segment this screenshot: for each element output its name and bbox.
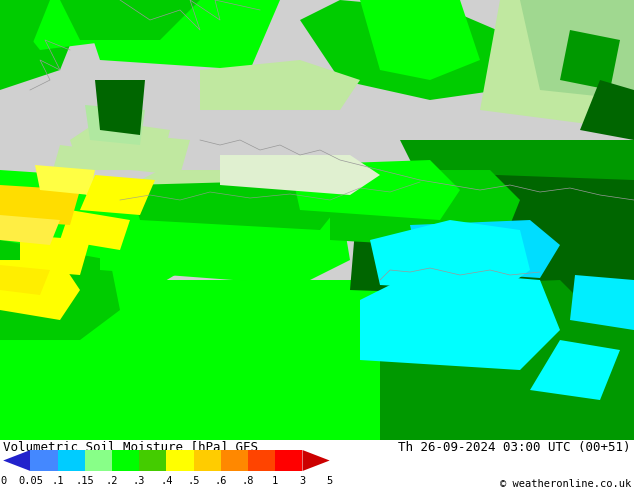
- Polygon shape: [220, 155, 380, 195]
- Polygon shape: [302, 450, 330, 471]
- Polygon shape: [580, 80, 634, 140]
- Polygon shape: [140, 170, 350, 210]
- Polygon shape: [58, 450, 85, 471]
- Polygon shape: [100, 185, 350, 285]
- Polygon shape: [440, 280, 590, 350]
- Polygon shape: [0, 0, 50, 60]
- Text: 5: 5: [327, 476, 333, 486]
- Text: .4: .4: [160, 476, 172, 486]
- Polygon shape: [0, 0, 140, 50]
- Text: Volumetric Soil Moisture [hPa] GFS: Volumetric Soil Moisture [hPa] GFS: [3, 441, 258, 454]
- Polygon shape: [480, 0, 634, 130]
- Polygon shape: [193, 450, 221, 471]
- Polygon shape: [360, 0, 480, 80]
- Polygon shape: [130, 180, 340, 230]
- Polygon shape: [166, 450, 193, 471]
- Polygon shape: [0, 0, 634, 440]
- Polygon shape: [70, 120, 170, 170]
- Polygon shape: [60, 0, 200, 40]
- Polygon shape: [80, 175, 155, 215]
- Polygon shape: [95, 80, 145, 135]
- Text: .5: .5: [188, 476, 200, 486]
- Polygon shape: [520, 0, 634, 100]
- Text: 0.05: 0.05: [18, 476, 43, 486]
- Polygon shape: [0, 260, 80, 320]
- Polygon shape: [570, 275, 634, 330]
- Text: Th 26-09-2024 03:00 UTC (00+51): Th 26-09-2024 03:00 UTC (00+51): [398, 441, 631, 454]
- Text: .6: .6: [214, 476, 227, 486]
- Text: 0: 0: [0, 476, 6, 486]
- Polygon shape: [0, 265, 50, 295]
- Polygon shape: [248, 450, 275, 471]
- Polygon shape: [0, 0, 80, 90]
- Polygon shape: [0, 280, 634, 440]
- Polygon shape: [112, 450, 139, 471]
- Polygon shape: [0, 170, 200, 290]
- Text: © weatheronline.co.uk: © weatheronline.co.uk: [500, 479, 631, 489]
- Polygon shape: [35, 165, 95, 195]
- Polygon shape: [300, 0, 520, 100]
- Text: .8: .8: [242, 476, 254, 486]
- Polygon shape: [360, 270, 560, 370]
- Polygon shape: [80, 130, 420, 220]
- Polygon shape: [530, 340, 620, 400]
- Polygon shape: [0, 215, 60, 245]
- Polygon shape: [139, 450, 166, 471]
- Polygon shape: [0, 185, 80, 225]
- Polygon shape: [330, 170, 520, 250]
- Polygon shape: [50, 145, 100, 185]
- Text: 1: 1: [272, 476, 278, 486]
- Polygon shape: [0, 240, 120, 340]
- Text: .15: .15: [75, 476, 94, 486]
- Polygon shape: [290, 160, 460, 220]
- Polygon shape: [80, 0, 280, 70]
- Polygon shape: [200, 60, 360, 110]
- Text: 3: 3: [299, 476, 306, 486]
- Polygon shape: [560, 30, 620, 90]
- Polygon shape: [30, 450, 58, 471]
- Polygon shape: [130, 135, 190, 175]
- Polygon shape: [221, 450, 248, 471]
- Polygon shape: [380, 140, 634, 440]
- Polygon shape: [410, 220, 560, 278]
- Polygon shape: [20, 235, 90, 275]
- Polygon shape: [85, 450, 112, 471]
- Polygon shape: [350, 170, 634, 300]
- Polygon shape: [370, 220, 530, 292]
- Polygon shape: [275, 450, 302, 471]
- Text: .3: .3: [133, 476, 145, 486]
- Polygon shape: [85, 105, 145, 145]
- Text: .2: .2: [106, 476, 119, 486]
- Text: .1: .1: [51, 476, 64, 486]
- Polygon shape: [3, 450, 30, 471]
- Polygon shape: [60, 210, 130, 250]
